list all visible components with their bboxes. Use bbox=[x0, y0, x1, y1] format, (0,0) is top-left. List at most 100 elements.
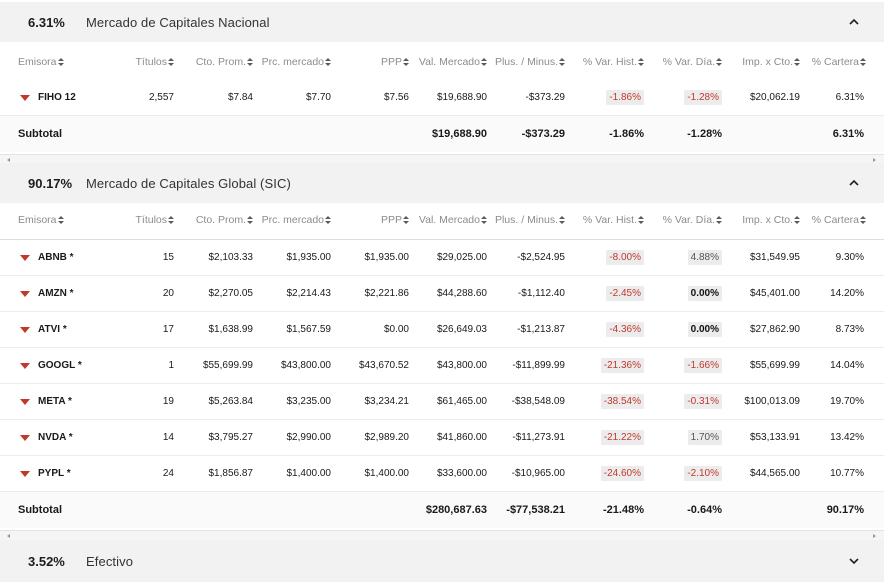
col-header-cto-prom[interactable]: Cto. Prom. bbox=[196, 200, 253, 239]
section-percent: 3.52% bbox=[28, 553, 65, 569]
table-row[interactable]: NVDA * 14 $3,795.27 $2,990.00 $2,989.20 $41,8… bbox=[0, 420, 884, 456]
col-header-imp-cto[interactable]: Imp. x Cto. bbox=[742, 42, 800, 81]
sort-icon[interactable] bbox=[403, 215, 409, 225]
sort-icon[interactable] bbox=[860, 215, 866, 225]
sort-icon[interactable] bbox=[57, 57, 64, 67]
table-row[interactable]: FIHO 12 2,557 $7.84 $7.70 $7.56 $19,688.… bbox=[0, 80, 884, 116]
chevron-up-icon[interactable] bbox=[846, 14, 862, 30]
row-symbol[interactable]: FIHO 12 bbox=[20, 80, 76, 115]
sort-icon[interactable] bbox=[716, 57, 722, 67]
table-row[interactable]: META * 19 $5,263.84 $3,235.00 $3,234.21 $61,4… bbox=[0, 384, 884, 420]
cell-ppp: $2,221.86 bbox=[364, 288, 410, 299]
scroll-right-icon[interactable] bbox=[873, 534, 876, 538]
col-header-emisora[interactable]: Emisora bbox=[18, 42, 64, 81]
col-header-titulos[interactable]: Títulos bbox=[135, 42, 174, 81]
sort-icon[interactable] bbox=[481, 57, 487, 67]
caret-down-icon[interactable] bbox=[20, 470, 30, 477]
cell-var-hist: -4.36% bbox=[606, 312, 644, 347]
sort-icon[interactable] bbox=[168, 57, 174, 67]
section-title: Efectivo bbox=[86, 553, 134, 569]
cell-cto-prom: $5,263.84 bbox=[208, 396, 254, 407]
sort-icon[interactable] bbox=[481, 215, 487, 225]
subtotal-plus-minus: -$77,538.21 bbox=[506, 504, 565, 516]
col-header-var-dia[interactable]: % Var. Día. bbox=[663, 200, 722, 239]
sort-icon[interactable] bbox=[247, 215, 253, 225]
caret-down-icon[interactable] bbox=[20, 254, 30, 261]
cell-cto-prom: $55,699.99 bbox=[202, 360, 253, 371]
col-header-var-hist[interactable]: % Var. Hist. bbox=[583, 42, 644, 81]
sort-icon[interactable] bbox=[57, 215, 64, 225]
horizontal-scrollbar[interactable] bbox=[0, 530, 884, 540]
col-header-ppp[interactable]: PPP bbox=[381, 42, 409, 81]
sort-icon[interactable] bbox=[638, 215, 644, 225]
col-header-ppp[interactable]: PPP bbox=[381, 200, 409, 239]
sort-icon[interactable] bbox=[716, 215, 722, 225]
sort-icon[interactable] bbox=[638, 57, 644, 67]
row-symbol[interactable]: ATVI * bbox=[20, 312, 67, 347]
caret-down-icon[interactable] bbox=[20, 398, 30, 405]
sort-icon[interactable] bbox=[860, 57, 866, 67]
scroll-left-icon[interactable] bbox=[7, 158, 10, 162]
scroll-right-icon[interactable] bbox=[873, 158, 876, 162]
row-symbol[interactable]: ABNB * bbox=[20, 240, 74, 275]
subtotal-var-hist: -1.86% bbox=[609, 128, 644, 140]
section-header-nacional[interactable]: 6.31% Mercado de Capitales Nacional bbox=[0, 2, 884, 42]
caret-down-icon[interactable] bbox=[20, 434, 30, 441]
caret-down-icon[interactable] bbox=[20, 290, 30, 297]
col-header-imp-cto[interactable]: Imp. x Cto. bbox=[742, 200, 800, 239]
subtotal-val-mercado: $19,688.90 bbox=[431, 128, 487, 140]
col-header-cartera[interactable]: % Cartera bbox=[812, 42, 866, 81]
sort-icon[interactable] bbox=[168, 215, 174, 225]
cell-prc-mercado: $2,990.00 bbox=[286, 432, 332, 443]
sort-icon[interactable] bbox=[559, 215, 565, 225]
col-header-emisora[interactable]: Emisora bbox=[18, 200, 64, 239]
sort-icon[interactable] bbox=[247, 57, 253, 67]
col-header-titulos[interactable]: Títulos bbox=[135, 200, 174, 239]
section-header-efectivo[interactable]: 3.52% Efectivo bbox=[0, 540, 884, 582]
col-header-var-hist[interactable]: % Var. Hist. bbox=[583, 200, 644, 239]
chevron-down-icon[interactable] bbox=[846, 553, 862, 569]
cell-var-hist: -8.00% bbox=[606, 240, 644, 275]
caret-down-icon[interactable] bbox=[20, 362, 30, 369]
section-header-global[interactable]: 90.17% Mercado de Capitales Global (SIC) bbox=[0, 163, 884, 203]
table-row[interactable]: ATVI * 17 $1,638.99 $1,567.59 $0.00 $26,649.0… bbox=[0, 312, 884, 348]
cell-imp-cto: $27,862.90 bbox=[749, 324, 800, 335]
cell-val-mercado: $26,649.03 bbox=[436, 324, 487, 335]
cell-plus-minus: -$38,548.09 bbox=[511, 396, 565, 407]
row-symbol[interactable]: AMZN * bbox=[20, 276, 74, 311]
caret-down-icon[interactable] bbox=[20, 94, 30, 101]
row-symbol[interactable]: META * bbox=[20, 384, 72, 419]
sort-icon[interactable] bbox=[325, 57, 331, 67]
col-header-cto-prom[interactable]: Cto. Prom. bbox=[196, 42, 253, 81]
table-row[interactable]: ABNB * 15 $2,103.33 $1,935.00 $1,935.00 $29,0… bbox=[0, 240, 884, 276]
cell-cartera: 9.30% bbox=[835, 252, 864, 263]
cell-cartera: 8.73% bbox=[835, 324, 864, 335]
sort-icon[interactable] bbox=[794, 215, 800, 225]
col-header-plus-minus[interactable]: Plus. / Minus. bbox=[495, 200, 565, 239]
cell-var-dia: 0.00% bbox=[687, 276, 722, 311]
cell-prc-mercado: $2,214.43 bbox=[286, 288, 332, 299]
table-row[interactable]: PYPL * 24 $1,856.87 $1,400.00 $1,400.00 $33,6… bbox=[0, 456, 884, 492]
table-row[interactable]: AMZN * 20 $2,270.05 $2,214.43 $2,221.86 $44,2… bbox=[0, 276, 884, 312]
sort-icon[interactable] bbox=[325, 215, 331, 225]
col-header-prc-mercado[interactable]: Prc. mercado bbox=[262, 200, 331, 239]
cell-cartera: 6.31% bbox=[835, 92, 864, 103]
sort-icon[interactable] bbox=[794, 57, 800, 67]
scroll-left-icon[interactable] bbox=[7, 534, 10, 538]
row-symbol[interactable]: PYPL * bbox=[20, 456, 71, 491]
caret-down-icon[interactable] bbox=[20, 326, 30, 333]
col-header-val-mercado[interactable]: Val. Mercado bbox=[419, 42, 487, 81]
row-symbol[interactable]: NVDA * bbox=[20, 420, 73, 455]
sort-icon[interactable] bbox=[403, 57, 409, 67]
horizontal-scrollbar[interactable] bbox=[0, 154, 884, 164]
col-header-var-dia[interactable]: % Var. Día. bbox=[663, 42, 722, 81]
col-header-plus-minus[interactable]: Plus. / Minus. bbox=[495, 42, 565, 81]
row-symbol[interactable]: GOOGL * bbox=[20, 348, 82, 383]
col-header-cartera[interactable]: % Cartera bbox=[812, 200, 866, 239]
table-row[interactable]: GOOGL * 1 $55,699.99 $43,800.00 $43,670.52 $4… bbox=[0, 348, 884, 384]
sort-icon[interactable] bbox=[559, 57, 565, 67]
col-header-val-mercado[interactable]: Val. Mercado bbox=[419, 200, 487, 239]
col-header-prc-mercado[interactable]: Prc. mercado bbox=[262, 42, 331, 81]
cell-val-mercado: $41,860.00 bbox=[436, 432, 487, 443]
chevron-up-icon[interactable] bbox=[846, 175, 862, 191]
